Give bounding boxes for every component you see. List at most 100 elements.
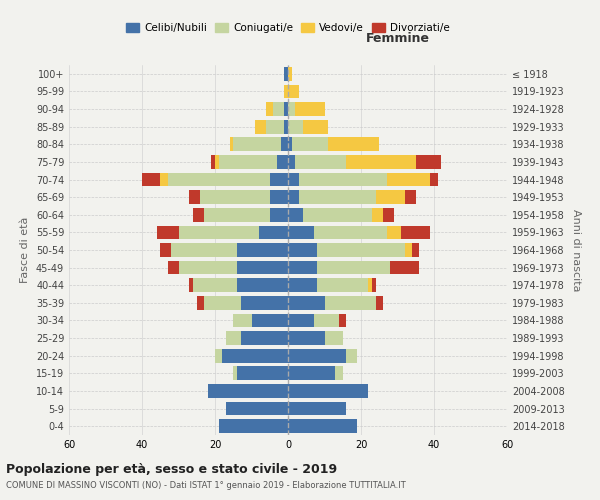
Bar: [368, 278, 372, 292]
Bar: [405, 190, 416, 204]
Bar: [325, 296, 376, 310]
Bar: [284, 67, 288, 80]
Bar: [160, 172, 167, 186]
Bar: [288, 366, 335, 380]
Bar: [266, 120, 284, 134]
Bar: [197, 296, 204, 310]
Bar: [167, 260, 179, 274]
Bar: [241, 296, 288, 310]
Bar: [215, 155, 218, 169]
Text: Femmine: Femmine: [365, 32, 430, 44]
Bar: [204, 296, 241, 310]
Bar: [325, 331, 343, 345]
Bar: [430, 172, 437, 186]
Bar: [376, 296, 383, 310]
Bar: [372, 278, 376, 292]
Bar: [288, 296, 325, 310]
Bar: [372, 208, 383, 222]
Bar: [237, 278, 288, 292]
Bar: [233, 314, 251, 328]
Bar: [288, 331, 325, 345]
Bar: [376, 190, 405, 204]
Bar: [160, 243, 171, 257]
Bar: [317, 278, 368, 292]
Bar: [288, 402, 346, 415]
Bar: [317, 260, 390, 274]
Bar: [233, 138, 281, 151]
Bar: [281, 138, 288, 151]
Bar: [288, 208, 302, 222]
Bar: [390, 260, 419, 274]
Bar: [405, 243, 412, 257]
Bar: [295, 155, 346, 169]
Bar: [386, 226, 401, 239]
Bar: [179, 226, 259, 239]
Bar: [314, 226, 386, 239]
Bar: [416, 155, 442, 169]
Bar: [288, 138, 292, 151]
Bar: [386, 172, 430, 186]
Bar: [288, 172, 299, 186]
Bar: [288, 349, 346, 362]
Bar: [211, 155, 215, 169]
Bar: [284, 120, 288, 134]
Bar: [288, 67, 292, 80]
Bar: [142, 172, 160, 186]
Bar: [339, 314, 346, 328]
Bar: [284, 102, 288, 116]
Bar: [190, 278, 193, 292]
Bar: [259, 226, 288, 239]
Bar: [288, 190, 299, 204]
Bar: [255, 120, 266, 134]
Bar: [200, 190, 270, 204]
Bar: [302, 208, 372, 222]
Bar: [274, 102, 284, 116]
Bar: [299, 172, 386, 186]
Bar: [208, 384, 288, 398]
Text: COMUNE DI MASSINO VISCONTI (NO) - Dati ISTAT 1° gennaio 2019 - Elaborazione TUTT: COMUNE DI MASSINO VISCONTI (NO) - Dati I…: [6, 481, 406, 490]
Bar: [223, 349, 288, 362]
Bar: [218, 155, 277, 169]
Bar: [218, 420, 288, 433]
Bar: [288, 260, 317, 274]
Bar: [328, 138, 379, 151]
Bar: [295, 102, 325, 116]
Bar: [314, 314, 339, 328]
Bar: [226, 331, 241, 345]
Bar: [237, 260, 288, 274]
Bar: [335, 366, 343, 380]
Bar: [346, 155, 416, 169]
Bar: [288, 120, 302, 134]
Bar: [179, 260, 237, 274]
Bar: [157, 226, 179, 239]
Bar: [167, 172, 270, 186]
Bar: [288, 102, 295, 116]
Bar: [288, 420, 358, 433]
Bar: [346, 349, 358, 362]
Bar: [237, 243, 288, 257]
Bar: [266, 102, 274, 116]
Bar: [284, 84, 288, 98]
Bar: [288, 243, 317, 257]
Bar: [317, 243, 405, 257]
Bar: [230, 138, 233, 151]
Bar: [288, 226, 314, 239]
Bar: [226, 402, 288, 415]
Bar: [288, 155, 295, 169]
Bar: [412, 243, 419, 257]
Bar: [292, 138, 328, 151]
Bar: [193, 208, 204, 222]
Bar: [288, 384, 368, 398]
Bar: [251, 314, 288, 328]
Bar: [270, 172, 288, 186]
Bar: [241, 331, 288, 345]
Text: Popolazione per età, sesso e stato civile - 2019: Popolazione per età, sesso e stato civil…: [6, 462, 337, 475]
Bar: [302, 120, 328, 134]
Bar: [383, 208, 394, 222]
Bar: [270, 208, 288, 222]
Bar: [401, 226, 430, 239]
Bar: [270, 190, 288, 204]
Bar: [204, 208, 270, 222]
Bar: [277, 155, 288, 169]
Legend: Celibi/Nubili, Coniugati/e, Vedovi/e, Divorziati/e: Celibi/Nubili, Coniugati/e, Vedovi/e, Di…: [122, 18, 454, 37]
